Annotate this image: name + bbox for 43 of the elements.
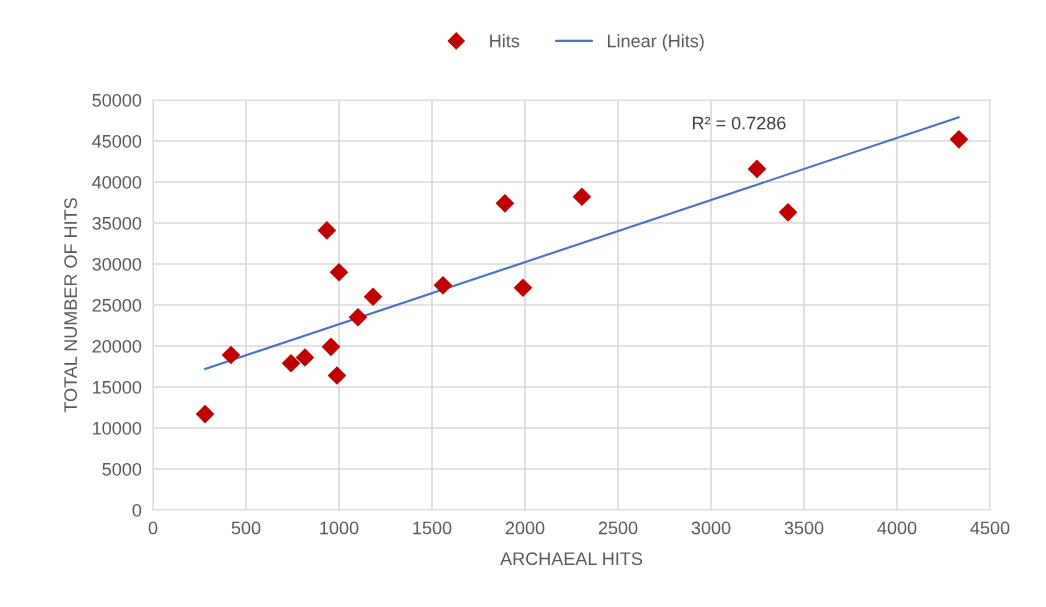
point: [747, 159, 767, 179]
y-tick-label: 0: [132, 503, 142, 517]
point: [363, 287, 383, 307]
x-tick-label: 4500: [970, 521, 1010, 535]
x-tick-label: 0: [148, 521, 158, 535]
point: [317, 221, 337, 240]
annotation: R² = 0.7286: [692, 116, 786, 130]
x-tick-label: 1000: [320, 521, 359, 535]
y-tick-label: 20000: [92, 339, 142, 353]
y-tick-label: 15000: [93, 380, 142, 394]
y-axis-title: TOTAL NUMBER OF HITS: [64, 198, 78, 413]
point: [348, 307, 368, 327]
y-tick-label: 10000: [93, 421, 142, 435]
y-tick-label: 45000: [92, 134, 142, 148]
point: [572, 187, 592, 207]
point: [329, 262, 349, 282]
y-tick-label: 30000: [92, 257, 142, 271]
y-tick-label: 50000: [92, 93, 142, 107]
x-tick-label: 3000: [691, 521, 731, 535]
point: [321, 337, 341, 357]
point: [281, 353, 301, 373]
point: [513, 278, 533, 298]
point: [221, 345, 241, 365]
x-tick-label: 4000: [877, 521, 917, 535]
point: [195, 404, 215, 424]
x-tick-label: 2000: [505, 521, 545, 535]
point: [295, 348, 315, 367]
x-tick-label: 3500: [784, 521, 824, 535]
x-tick-label: 1500: [413, 521, 452, 535]
point: [327, 366, 347, 385]
x-tick-label: 500: [231, 521, 261, 535]
point: [949, 130, 969, 149]
x-axis-title: ARCHAEAL HITS: [500, 552, 643, 566]
y-tick-label: 5000: [102, 462, 142, 476]
x-tick-label: 2500: [598, 521, 638, 535]
y-tick-label: 25000: [92, 298, 142, 312]
point: [495, 194, 515, 213]
y-tick-label: 40000: [92, 175, 142, 189]
y-tick-label: 35000: [92, 216, 142, 230]
point: [433, 276, 453, 295]
point: [778, 203, 798, 222]
legend-label: Linear (Hits): [607, 34, 704, 51]
legend-label: Hits: [490, 34, 520, 48]
